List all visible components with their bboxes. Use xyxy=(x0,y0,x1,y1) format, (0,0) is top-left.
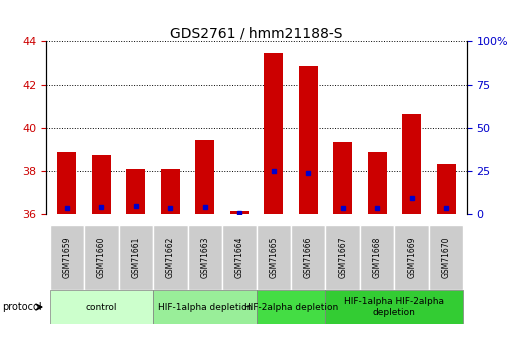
Bar xyxy=(230,211,249,214)
Bar xyxy=(256,225,291,290)
Bar xyxy=(299,66,318,214)
Bar xyxy=(84,225,119,290)
Bar xyxy=(188,225,222,290)
Bar xyxy=(394,225,429,290)
Text: GSM71665: GSM71665 xyxy=(269,237,278,278)
Text: GSM71662: GSM71662 xyxy=(166,237,175,278)
Bar xyxy=(429,225,463,290)
Text: GSM71666: GSM71666 xyxy=(304,237,313,278)
Text: GSM71659: GSM71659 xyxy=(63,237,71,278)
Text: HIF-1alpha depletion: HIF-1alpha depletion xyxy=(157,303,252,312)
Bar xyxy=(50,290,153,324)
Bar xyxy=(153,225,188,290)
Bar xyxy=(126,169,145,214)
Bar xyxy=(325,290,463,324)
Bar xyxy=(256,290,325,324)
Bar xyxy=(437,164,456,214)
Bar xyxy=(161,169,180,214)
Text: GSM71669: GSM71669 xyxy=(407,237,416,278)
Bar xyxy=(153,290,256,324)
Bar xyxy=(368,152,387,214)
Text: GSM71668: GSM71668 xyxy=(372,237,382,278)
Bar xyxy=(360,225,394,290)
Text: protocol: protocol xyxy=(3,302,42,312)
Bar xyxy=(119,225,153,290)
Bar xyxy=(333,142,352,214)
Text: GSM71670: GSM71670 xyxy=(442,237,450,278)
Title: GDS2761 / hmm21188-S: GDS2761 / hmm21188-S xyxy=(170,26,343,40)
Bar xyxy=(325,225,360,290)
Bar xyxy=(57,152,76,214)
Text: GSM71663: GSM71663 xyxy=(200,237,209,278)
Bar xyxy=(92,155,111,214)
Text: control: control xyxy=(86,303,117,312)
Text: GSM71664: GSM71664 xyxy=(235,237,244,278)
Bar xyxy=(222,225,256,290)
Bar xyxy=(195,139,214,214)
Bar xyxy=(291,225,325,290)
Bar xyxy=(50,225,84,290)
Bar xyxy=(402,114,421,214)
Text: HIF-1alpha HIF-2alpha
depletion: HIF-1alpha HIF-2alpha depletion xyxy=(344,297,444,317)
Text: HIF-2alpha depletion: HIF-2alpha depletion xyxy=(244,303,338,312)
Bar xyxy=(264,53,283,214)
Text: GSM71660: GSM71660 xyxy=(97,237,106,278)
Text: GSM71661: GSM71661 xyxy=(131,237,141,278)
Text: GSM71667: GSM71667 xyxy=(338,237,347,278)
